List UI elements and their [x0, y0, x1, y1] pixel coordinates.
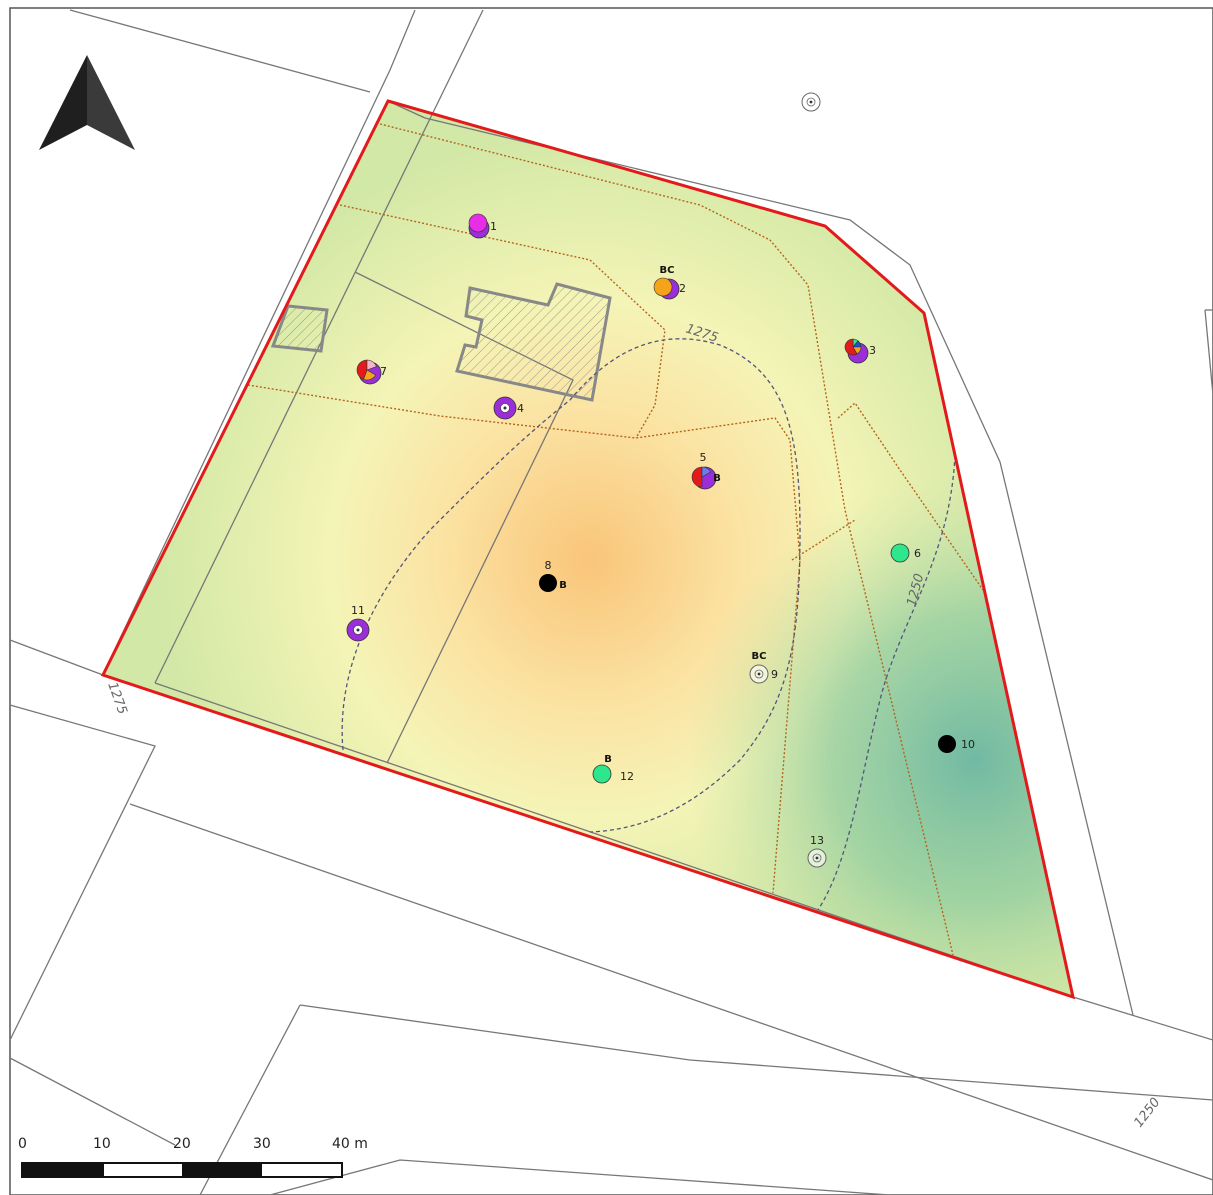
point-symbol-black — [539, 574, 557, 592]
sample-point-1[interactable]: 1 — [468, 213, 497, 239]
point-label: 5 — [700, 451, 707, 464]
contour-lines — [341, 338, 956, 911]
point-label: 9 — [771, 668, 778, 681]
point-tag: BC — [660, 265, 675, 276]
buildings — [270, 282, 612, 402]
scale-segment-1 — [22, 1163, 104, 1177]
scale-tick-40: 40 m — [332, 1136, 368, 1152]
point-tag: B — [713, 473, 721, 484]
point-symbol-empty-ring — [807, 848, 827, 868]
point-symbol-purple-ring — [493, 396, 517, 420]
scale-tick-0: 0 — [18, 1136, 27, 1152]
point-label: 12 — [620, 770, 634, 783]
point-symbol-empty-ring — [749, 664, 769, 684]
scale-tick-20: 20 — [173, 1136, 191, 1152]
point-tag: B — [559, 580, 567, 591]
point-symbol-empty-ring — [801, 92, 821, 112]
point-symbol-magenta-purple — [468, 213, 490, 239]
site-boundary — [100, 99, 1076, 1000]
north-arrow-icon — [39, 55, 135, 150]
sample-point-13[interactable]: 13 — [807, 834, 827, 868]
point-label: 1 — [490, 220, 497, 233]
sample-point-8[interactable]: 8B — [539, 559, 567, 592]
point-label: 2 — [679, 282, 686, 295]
point-symbol-black — [938, 735, 956, 753]
point-label: 3 — [869, 344, 876, 357]
scale-tick-10: 10 — [93, 1136, 111, 1152]
sample-point-6[interactable]: 6 — [890, 543, 921, 563]
sample-point-10[interactable]: 10 — [938, 735, 975, 753]
point-symbol-purple-ring — [346, 618, 370, 642]
building-main — [455, 282, 612, 402]
point-symbol-green — [890, 543, 910, 563]
point-label: 13 — [810, 834, 824, 847]
sample-point-2[interactable]: 2 BC — [653, 265, 686, 300]
point-tag: BC — [752, 651, 767, 662]
sample-point-7[interactable]: 7 — [356, 359, 387, 385]
parcel-lines — [9, 9, 1213, 1195]
sample-point-11[interactable]: 11 — [346, 604, 370, 642]
point-symbol-green — [592, 764, 612, 784]
building-west — [270, 304, 329, 353]
point-label: 6 — [914, 547, 921, 560]
point-label: 11 — [351, 604, 365, 617]
sample-point-5[interactable]: 5B — [691, 451, 721, 490]
sample-point-12[interactable]: 12 B — [592, 754, 634, 784]
sample-point-9[interactable]: 9 BC — [749, 651, 778, 684]
point-tag: B — [604, 754, 612, 765]
scale-bar: 0 10 20 30 40 m — [18, 1136, 368, 1178]
point-symbol-red-purple — [691, 466, 717, 490]
sample-point-3[interactable]: 3 — [844, 338, 876, 364]
scale-tick-30: 30 — [253, 1136, 271, 1152]
point-symbol-multi-pie — [844, 338, 869, 364]
point-symbol-orange-purple — [653, 277, 680, 300]
point-label: 4 — [517, 402, 524, 415]
point-symbol-red-purple-pie — [356, 359, 382, 385]
point-label: 10 — [961, 738, 975, 751]
point-label: 7 — [380, 365, 387, 378]
sample-point-outside[interactable] — [801, 92, 821, 112]
sample-point-4[interactable]: 4 — [493, 396, 524, 420]
point-label: 8 — [545, 559, 552, 572]
path-lines — [247, 123, 984, 956]
scale-segment-2 — [182, 1163, 262, 1177]
